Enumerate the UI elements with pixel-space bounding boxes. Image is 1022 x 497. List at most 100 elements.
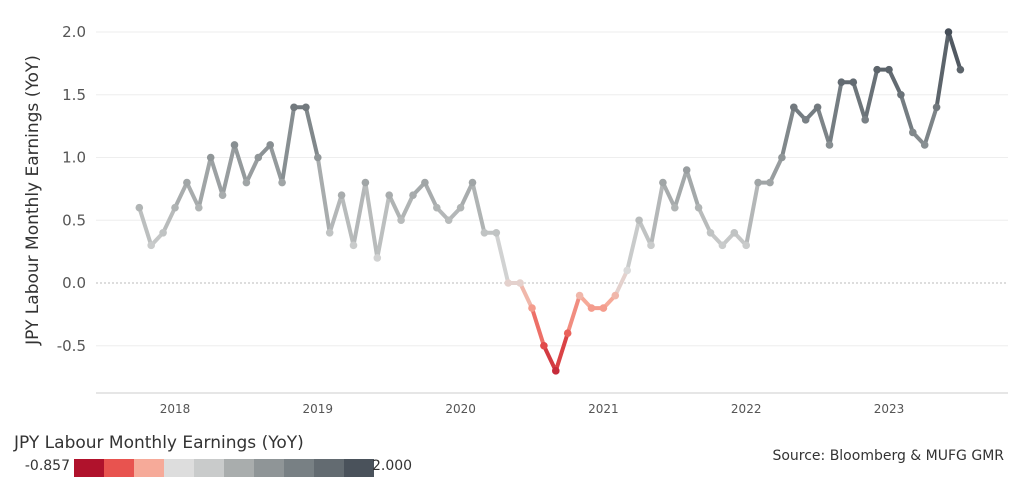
data-point[interactable] bbox=[932, 103, 941, 112]
data-point[interactable] bbox=[801, 116, 810, 124]
data-point[interactable] bbox=[587, 304, 596, 312]
data-point[interactable] bbox=[849, 78, 858, 86]
data-point[interactable] bbox=[682, 166, 691, 174]
data-point[interactable] bbox=[944, 28, 953, 36]
line-segment bbox=[946, 30, 963, 72]
data-point[interactable] bbox=[314, 153, 322, 162]
data-point[interactable] bbox=[230, 141, 239, 149]
line-segment bbox=[244, 155, 261, 185]
data-point[interactable] bbox=[885, 65, 893, 74]
data-point[interactable] bbox=[742, 241, 750, 250]
line-chart: 2.0 1.5 1.0 0.5 0.0 -0.5 2018 2019 2020 2021 2022… bbox=[23, 23, 1008, 416]
data-point[interactable] bbox=[647, 241, 655, 250]
data-point[interactable] bbox=[813, 103, 822, 112]
data-point[interactable] bbox=[504, 279, 512, 287]
data-point[interactable] bbox=[659, 178, 667, 187]
line-segment bbox=[530, 306, 546, 348]
line-segment bbox=[744, 180, 761, 248]
data-point[interactable] bbox=[920, 141, 929, 149]
line-segment bbox=[458, 180, 475, 210]
legend-swatch bbox=[194, 459, 224, 477]
data-point[interactable] bbox=[694, 203, 703, 212]
x-tick-label: 2022 bbox=[731, 402, 762, 416]
data-point[interactable] bbox=[171, 203, 179, 212]
line-segment bbox=[137, 205, 154, 248]
line-segment bbox=[541, 343, 558, 373]
data-point[interactable] bbox=[563, 329, 572, 338]
data-point[interactable] bbox=[278, 178, 286, 187]
line-segment bbox=[696, 205, 713, 235]
data-point[interactable] bbox=[730, 229, 739, 237]
data-point[interactable] bbox=[242, 178, 251, 187]
data-point[interactable] bbox=[825, 141, 834, 149]
line-segment bbox=[851, 80, 868, 122]
data-point[interactable] bbox=[159, 229, 167, 237]
legend-swatch bbox=[344, 459, 374, 477]
data-point[interactable] bbox=[468, 178, 477, 187]
data-point[interactable] bbox=[575, 291, 584, 300]
line-segment bbox=[399, 193, 415, 223]
data-point[interactable] bbox=[444, 216, 453, 225]
data-point[interactable] bbox=[790, 103, 798, 112]
data-point[interactable] bbox=[516, 279, 524, 287]
y-tick-label: 0.5 bbox=[62, 211, 86, 229]
data-point[interactable] bbox=[290, 103, 298, 112]
data-point[interactable] bbox=[599, 304, 608, 312]
legend-swatch bbox=[104, 459, 134, 477]
data-point[interactable] bbox=[611, 291, 620, 300]
data-point[interactable] bbox=[147, 241, 155, 250]
data-point[interactable] bbox=[706, 229, 715, 237]
line-segment bbox=[232, 142, 249, 185]
legend-title: JPY Labour Monthly Earnings (YoY) bbox=[14, 433, 304, 453]
line-segment bbox=[660, 180, 677, 210]
data-point[interactable] bbox=[409, 191, 417, 199]
line-segment bbox=[339, 193, 356, 248]
y-tick-label: 1.0 bbox=[62, 149, 86, 167]
data-point[interactable] bbox=[337, 191, 346, 199]
data-point[interactable] bbox=[433, 203, 441, 212]
data-point[interactable] bbox=[873, 65, 881, 74]
data-point[interactable] bbox=[206, 153, 215, 162]
data-point[interactable] bbox=[195, 203, 203, 212]
data-point[interactable] bbox=[897, 90, 905, 99]
data-point[interactable] bbox=[397, 216, 405, 225]
data-point[interactable] bbox=[540, 341, 548, 350]
line-segment bbox=[815, 105, 832, 147]
data-point[interactable] bbox=[325, 229, 334, 237]
data-point[interactable] bbox=[266, 141, 275, 149]
data-point[interactable] bbox=[778, 153, 786, 162]
line-segment bbox=[518, 281, 534, 311]
data-point[interactable] bbox=[623, 266, 631, 275]
data-point[interactable] bbox=[218, 191, 227, 199]
data-point[interactable] bbox=[528, 304, 536, 312]
data-point[interactable] bbox=[492, 229, 501, 237]
data-point[interactable] bbox=[135, 203, 144, 212]
data-point[interactable] bbox=[671, 203, 679, 212]
data-point[interactable] bbox=[552, 367, 560, 375]
data-point[interactable] bbox=[480, 229, 489, 237]
data-point[interactable] bbox=[718, 241, 727, 250]
data-point[interactable] bbox=[766, 178, 774, 187]
data-point[interactable] bbox=[956, 65, 965, 74]
data-point[interactable] bbox=[373, 254, 382, 262]
data-point[interactable] bbox=[635, 216, 643, 225]
line-segment bbox=[303, 105, 320, 160]
line-segment bbox=[387, 193, 404, 223]
x-tick-label: 2018 bbox=[160, 402, 191, 416]
data-point[interactable] bbox=[385, 191, 394, 199]
y-tick-label: 2.0 bbox=[62, 23, 86, 41]
data-point[interactable] bbox=[421, 178, 429, 187]
data-point[interactable] bbox=[909, 128, 917, 137]
line-segment bbox=[220, 142, 237, 198]
data-point[interactable] bbox=[349, 241, 358, 250]
data-point[interactable] bbox=[183, 178, 191, 187]
data-point[interactable] bbox=[861, 116, 869, 124]
data-point[interactable] bbox=[837, 78, 846, 86]
data-point[interactable] bbox=[456, 203, 465, 212]
data-point[interactable] bbox=[302, 103, 310, 112]
data-point[interactable] bbox=[754, 178, 762, 187]
line-segment bbox=[161, 205, 177, 235]
data-point[interactable] bbox=[361, 178, 370, 187]
line-segment bbox=[672, 168, 689, 210]
data-point[interactable] bbox=[254, 153, 263, 162]
